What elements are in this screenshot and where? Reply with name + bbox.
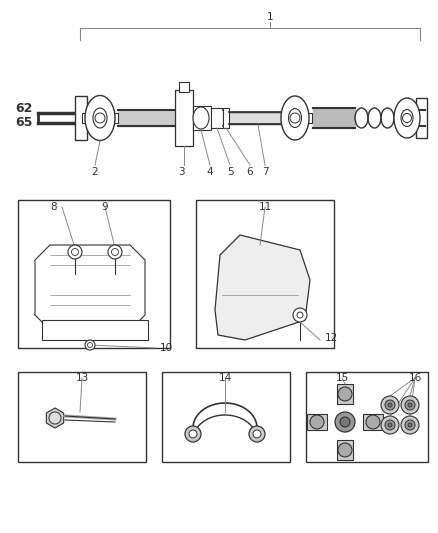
Bar (110, 113, 118, 123)
Bar (306, 372, 428, 462)
Text: 65: 65 (15, 116, 32, 128)
Polygon shape (118, 110, 175, 126)
Polygon shape (42, 320, 148, 340)
Circle shape (405, 420, 415, 430)
Text: 2: 2 (92, 167, 98, 177)
Text: 10: 10 (160, 343, 173, 353)
Ellipse shape (394, 98, 420, 138)
Circle shape (68, 245, 82, 259)
Bar (193, 106, 211, 130)
Polygon shape (215, 235, 310, 340)
Bar (179, 82, 189, 92)
Text: 13: 13 (75, 373, 88, 383)
Bar (363, 414, 383, 430)
Ellipse shape (85, 95, 115, 141)
Circle shape (385, 400, 395, 410)
Text: 11: 11 (258, 202, 272, 212)
Bar (307, 414, 327, 430)
Circle shape (85, 340, 95, 350)
Text: 9: 9 (102, 202, 108, 212)
Circle shape (335, 412, 355, 432)
Circle shape (408, 403, 412, 407)
Text: 62: 62 (15, 101, 32, 115)
Bar (211, 108, 223, 128)
Bar (175, 90, 193, 146)
Bar (196, 200, 334, 348)
Bar (337, 384, 353, 404)
Ellipse shape (289, 109, 301, 127)
Circle shape (71, 248, 78, 255)
Polygon shape (229, 112, 285, 124)
Circle shape (290, 113, 300, 123)
Bar (82, 113, 90, 123)
Circle shape (401, 416, 419, 434)
Polygon shape (46, 408, 64, 428)
Circle shape (408, 423, 412, 427)
Circle shape (403, 114, 411, 123)
Polygon shape (35, 245, 145, 330)
Circle shape (405, 400, 415, 410)
Circle shape (381, 396, 399, 414)
Circle shape (112, 248, 119, 255)
Text: 14: 14 (219, 373, 232, 383)
Circle shape (95, 113, 105, 123)
Text: 16: 16 (408, 373, 422, 383)
Circle shape (185, 426, 201, 442)
Circle shape (401, 396, 419, 414)
Circle shape (340, 417, 350, 427)
Ellipse shape (193, 107, 209, 129)
Text: 8: 8 (51, 202, 57, 212)
Circle shape (293, 308, 307, 322)
Ellipse shape (281, 96, 309, 140)
Bar (416, 98, 427, 138)
Text: 4: 4 (207, 167, 213, 177)
Text: 1: 1 (267, 12, 273, 22)
Bar (283, 113, 291, 123)
Circle shape (338, 387, 352, 401)
Circle shape (297, 312, 303, 318)
Bar (18, 372, 146, 462)
Polygon shape (313, 108, 355, 128)
Circle shape (88, 343, 92, 348)
Circle shape (49, 412, 61, 424)
Circle shape (249, 426, 265, 442)
Bar (18, 200, 170, 348)
Circle shape (338, 443, 352, 457)
Text: 7: 7 (261, 167, 268, 177)
Circle shape (388, 423, 392, 427)
Bar (75, 96, 87, 140)
Text: 6: 6 (247, 167, 253, 177)
Circle shape (189, 430, 197, 438)
Ellipse shape (93, 108, 107, 128)
Circle shape (366, 415, 380, 429)
Circle shape (385, 420, 395, 430)
Circle shape (253, 430, 261, 438)
Text: 12: 12 (325, 333, 338, 343)
Ellipse shape (401, 109, 413, 126)
Text: 3: 3 (178, 167, 184, 177)
Text: 5: 5 (227, 167, 233, 177)
Bar (223, 108, 229, 128)
Text: 15: 15 (336, 373, 349, 383)
Circle shape (108, 245, 122, 259)
Bar (337, 440, 353, 460)
Bar (162, 372, 290, 462)
Circle shape (310, 415, 324, 429)
Bar (304, 113, 312, 123)
Circle shape (388, 403, 392, 407)
Circle shape (381, 416, 399, 434)
